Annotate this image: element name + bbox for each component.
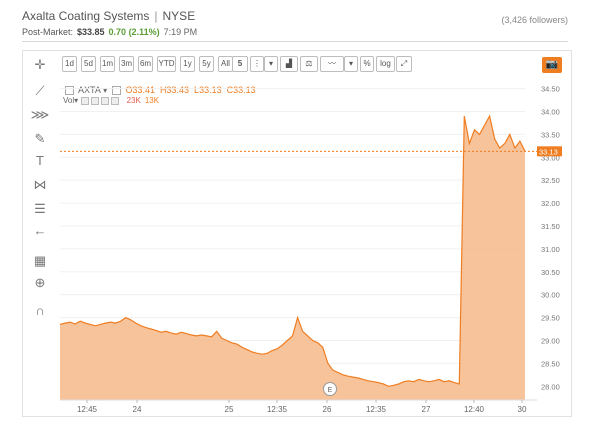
ohlc-legend: AXTA ▾ O33.41 H33.43 L33.13 C33.13: [63, 85, 256, 96]
range-button-ytd[interactable]: YTD: [157, 56, 176, 72]
symbol-menu-icon[interactable]: ▾: [102, 85, 108, 95]
range-button-1m[interactable]: 1m: [100, 56, 115, 72]
company-name[interactable]: Axalta Coating Systems: [22, 9, 150, 23]
range-button-3m[interactable]: 3m: [119, 56, 134, 72]
indicator-dropdown[interactable]: ▾: [344, 56, 358, 72]
indicators-icon[interactable]: ▦: [33, 253, 47, 268]
vol-close-icon[interactable]: [111, 96, 120, 105]
x-tick-label: 25: [225, 405, 234, 414]
price-area: [60, 116, 525, 400]
range-button-6m[interactable]: 6m: [138, 56, 153, 72]
symbol-label: AXTA: [78, 85, 101, 95]
followers-count[interactable]: (3,426 followers): [501, 15, 568, 25]
current-price-label: 33.13: [539, 147, 558, 156]
low-value: 33.13: [199, 85, 222, 95]
y-tick-label: 32.00: [541, 199, 560, 208]
range-button-5y[interactable]: 5y: [199, 56, 214, 72]
title-separator: |: [154, 9, 158, 23]
fib-icon[interactable]: ☰: [34, 201, 46, 216]
high-value: 33.43: [166, 85, 190, 95]
percent-button[interactable]: %: [360, 56, 374, 72]
post-market-row: Post-Market: $33.85 0.70 (2.11%) 7:19 PM: [22, 27, 197, 37]
y-tick-label: 33.50: [541, 130, 560, 139]
pattern-icon[interactable]: ⋈: [33, 177, 47, 192]
crosshair-icon[interactable]: ✛: [34, 57, 46, 72]
x-tick-label: 12:35: [366, 405, 387, 414]
exchange-name: NYSE: [162, 9, 196, 23]
x-tick-label: 26: [323, 405, 332, 414]
y-tick-label: 32.50: [541, 176, 560, 185]
x-tick-label: 24: [133, 405, 142, 414]
y-tick-label: 29.50: [541, 314, 560, 323]
volume-menu-icon[interactable]: ▾: [74, 96, 79, 105]
fullscreen-icon[interactable]: ⤢: [396, 56, 412, 72]
x-tick-label: 30: [518, 405, 527, 414]
y-tick-label: 30.00: [541, 291, 560, 300]
compare-icon[interactable]: ⚖: [300, 56, 318, 72]
post-market-change: 0.70 (2.11%): [108, 27, 160, 37]
x-tick-label: 12:45: [77, 405, 98, 414]
y-tick-label: 31.50: [541, 222, 560, 231]
open-label: O: [125, 85, 133, 95]
event-marker[interactable]: [323, 382, 337, 396]
event-marker-label: E: [328, 387, 333, 394]
magnet-icon[interactable]: ∩: [35, 303, 45, 318]
open-value: 33.41: [132, 85, 155, 95]
interval-select[interactable]: 5: [232, 56, 248, 72]
y-tick-label: 28.50: [541, 359, 560, 368]
page-title: Axalta Coating Systems | NYSE: [22, 9, 195, 23]
volume-legend: Vol▾ 23K 13K: [63, 96, 159, 105]
y-tick-label: 34.50: [541, 85, 560, 94]
y-tick-label: 30.50: [541, 268, 560, 277]
interval-more-button[interactable]: ⋮: [250, 56, 264, 72]
text-tool-icon[interactable]: T: [36, 153, 44, 168]
interval-dropdown[interactable]: ▾: [264, 56, 278, 72]
y-tick-label: 34.00: [541, 107, 560, 116]
y-tick-label: 31.00: [541, 245, 560, 254]
close-label: C: [226, 85, 234, 95]
indicator-icon[interactable]: 〰: [320, 56, 344, 72]
vol-setting-icon[interactable]: [81, 96, 90, 105]
vol-format-icon[interactable]: [101, 96, 110, 105]
legend-settings-icon[interactable]: [111, 86, 121, 96]
trend-line-icon[interactable]: ⟋: [35, 83, 45, 98]
x-tick-label: 12:35: [267, 405, 288, 414]
price-line: [59, 114, 526, 387]
header-divider: [22, 41, 568, 42]
low-label: L: [194, 85, 200, 95]
post-market-time: 7:19 PM: [163, 27, 198, 37]
log-button[interactable]: log: [376, 56, 395, 72]
zoom-icon[interactable]: ⊕: [34, 275, 46, 290]
close-value: 33.13: [233, 85, 256, 95]
arrow-left-icon[interactable]: ←: [33, 223, 47, 238]
volume-label: Vol: [63, 96, 75, 105]
y-tick-label: 28.00: [541, 382, 560, 391]
pitchfork-icon[interactable]: ⋙: [30, 107, 50, 122]
camera-icon[interactable]: 📷: [542, 57, 562, 73]
post-market-label: Post-Market:: [22, 27, 74, 37]
post-market-price: $33.85: [77, 27, 105, 37]
chart-type-icon[interactable]: ▟: [280, 56, 298, 72]
x-tick-label: 27: [422, 405, 431, 414]
y-tick-label: 33.00: [541, 153, 560, 162]
y-tick-label: 29.00: [541, 336, 560, 345]
range-button-1d[interactable]: 1d: [62, 56, 77, 72]
x-tick-label: 12:40: [464, 405, 485, 414]
vol-visibility-icon[interactable]: [91, 96, 100, 105]
volume-value-a: 23K: [126, 96, 141, 105]
range-button-1y[interactable]: 1y: [180, 56, 195, 72]
volume-value-b: 13K: [144, 96, 160, 105]
high-label: H: [160, 85, 167, 95]
brush-icon[interactable]: ✎: [34, 131, 46, 146]
collapse-icon[interactable]: [65, 86, 74, 96]
current-price-badge: [537, 146, 562, 157]
range-button-5d[interactable]: 5d: [81, 56, 96, 72]
